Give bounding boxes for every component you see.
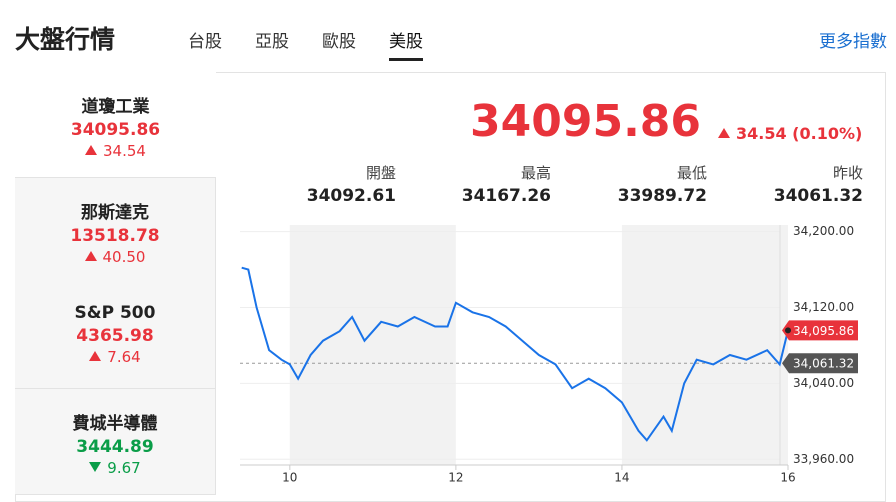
change-arrow [89, 462, 102, 473]
change-text: 40.50 [102, 247, 146, 266]
x-tick-label: 16 [780, 471, 795, 485]
stat-value: 33989.72 [617, 186, 707, 206]
stat-label: 開盤 [365, 164, 396, 182]
index-change: 34.54 [15, 142, 216, 160]
stat-value: 34061.32 [773, 186, 863, 206]
change-arrow [89, 351, 102, 362]
index-value: 34095.86 [70, 120, 161, 140]
page-title: 大盤行情 [15, 25, 116, 54]
index-item[interactable]: 那斯達克 13518.78 40.50 [15, 177, 216, 284]
index-value: 3444.89 [76, 437, 154, 458]
index-change: 9.67 [15, 459, 215, 477]
stat-label: 最高 [520, 164, 551, 182]
stat-label: 昨收 [832, 164, 863, 182]
current-dot [785, 327, 791, 334]
index-item[interactable]: 費城半導體 3444.89 9.67 [15, 389, 216, 496]
change-text: 9.67 [107, 459, 141, 478]
tab[interactable]: 台股 [188, 32, 222, 52]
stat: 昨收 34061.32 [743, 162, 863, 206]
more-link[interactable]: 更多指數 [819, 32, 887, 52]
x-tick-label: 14 [614, 471, 629, 485]
session-band [289, 225, 456, 465]
stat: 開盤 34092.61 [276, 162, 396, 206]
change-text: 7.64 [107, 348, 141, 367]
change-arrow [84, 250, 97, 261]
stat-label: 最低 [676, 164, 707, 182]
tab[interactable]: 美股 [389, 27, 423, 61]
index-value: 13518.78 [70, 225, 160, 246]
index-name: S&P 500 [74, 303, 156, 324]
price-line [241, 266, 789, 442]
index-item[interactable]: 道瓊工業 34095.86 34.54 [15, 72, 216, 178]
index-value: 4365.98 [76, 326, 154, 347]
stat: 最低 33989.72 [587, 162, 707, 206]
y-tick-label: 34,040.00 [793, 376, 854, 390]
chart: 33,960.00 34,040.00 34,120.00 34,200.00 10 12… [240, 224, 858, 485]
index-name: 費城半導體 [72, 414, 158, 435]
index-change: 7.64 [15, 348, 215, 366]
quote-value: 34095.86 [470, 96, 702, 147]
quote-change: 34.54 (0.10%) [718, 124, 862, 143]
stat: 最高 34167.26 [431, 162, 551, 206]
index-change: 40.50 [15, 248, 215, 266]
change-text: 34.54 [103, 142, 146, 160]
y-tick-label: 34,200.00 [793, 224, 854, 238]
reference-tag [782, 353, 858, 374]
index-name: 道瓊工業 [81, 97, 150, 117]
index-name: 那斯達克 [81, 202, 149, 223]
session-band [621, 225, 788, 465]
quote-change-text: 34.54 (0.10%) [736, 124, 863, 143]
stat-value: 34167.26 [461, 186, 551, 206]
y-tick-label: 34,120.00 [793, 300, 854, 314]
x-tick-label: 10 [282, 471, 297, 485]
x-tick-label: 12 [448, 471, 463, 485]
tab[interactable]: 歐股 [322, 32, 356, 52]
tab[interactable]: 亞股 [255, 32, 289, 52]
change-arrow [85, 145, 98, 155]
stat-value: 34092.61 [306, 186, 396, 206]
current-tag [782, 320, 858, 341]
index-item[interactable]: S&P 500 4365.98 7.64 [15, 283, 216, 390]
y-tick-label: 33,960.00 [793, 452, 854, 466]
current-label: 34,095.86 [793, 324, 854, 338]
reference-label: 34,061.32 [793, 357, 854, 371]
